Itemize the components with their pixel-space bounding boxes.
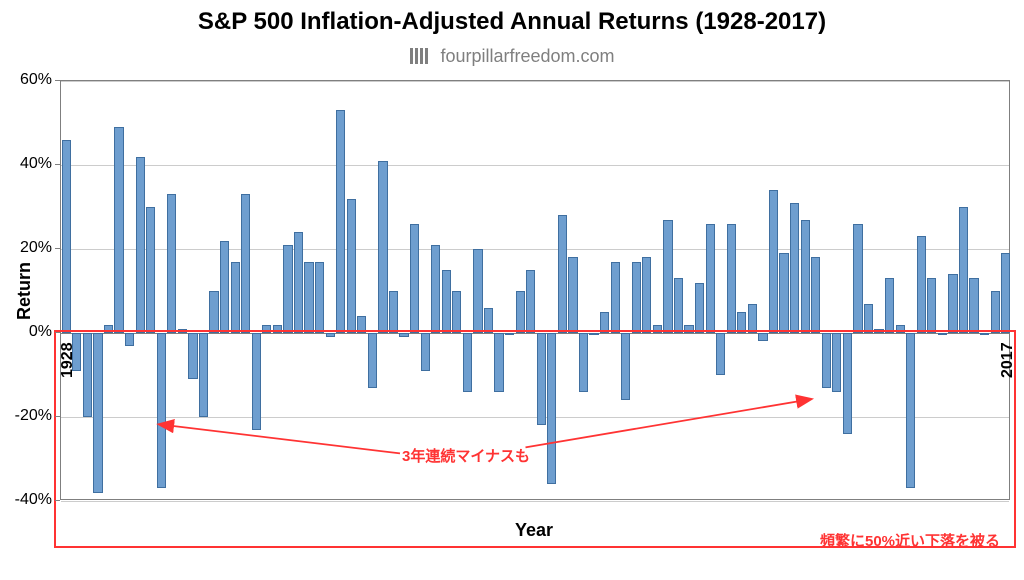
bar [336,110,345,333]
bar [642,257,651,333]
bar [442,270,451,333]
bar [389,291,398,333]
bar [410,224,419,333]
bar [790,203,799,333]
ytick-mark [55,500,60,501]
ytick-label: 60% [0,71,52,89]
ytick-mark [55,416,60,417]
bar [706,224,715,333]
gridline [61,81,1009,82]
bar [769,190,778,333]
bar [801,220,810,333]
chart-container: S&P 500 Inflation-Adjusted Annual Return… [0,0,1024,580]
bar [695,283,704,333]
bar [283,245,292,333]
bar [516,291,525,333]
bar [62,140,71,333]
bar [241,194,250,333]
bar [315,262,324,333]
bar [927,278,936,333]
chart-subtitle: fourpillarfreedom.com [0,46,1024,69]
y-axis-title: Return [14,262,35,320]
ytick-mark [55,80,60,81]
bar [663,220,672,333]
bar [632,262,641,333]
bar [811,257,820,333]
bar [378,161,387,333]
bar [347,199,356,333]
bar [294,232,303,333]
ytick-label: 0% [0,323,52,341]
bar [991,291,1000,333]
ytick-mark [55,248,60,249]
ytick-label: -20% [0,407,52,425]
gridline [61,249,1009,250]
ytick-label: -40% [0,491,52,509]
bar [431,245,440,333]
bar [674,278,683,333]
x-start-label: 1928 [59,342,77,378]
bar [231,262,240,333]
bar [136,157,145,333]
annotation-box [54,330,1016,548]
bar [304,262,313,333]
bar [853,224,862,333]
bar [917,236,926,333]
bar [1001,253,1010,333]
gridline [61,165,1009,166]
bar [611,262,620,333]
bar [452,291,461,333]
ytick-mark [55,164,60,165]
subtitle-text: fourpillarfreedom.com [440,46,614,66]
bar [568,257,577,333]
bar [209,291,218,333]
annotation-text-2: 頻繁に50%近い下落を被る [820,530,1000,551]
bar [114,127,123,333]
ytick-mark [55,332,60,333]
bar [948,274,957,333]
bar [779,253,788,333]
ytick-label: 20% [0,239,52,257]
bar [146,207,155,333]
bars-icon [409,48,429,69]
bar [959,207,968,333]
bar [748,304,757,333]
bar [473,249,482,333]
chart-title: S&P 500 Inflation-Adjusted Annual Return… [0,8,1024,36]
x-end-label: 2017 [999,342,1017,378]
ytick-label: 40% [0,155,52,173]
bar [727,224,736,333]
bar [864,304,873,333]
bar [220,241,229,333]
bar [558,215,567,333]
annotation-text-1: 3年連続マイナスも [402,445,530,466]
bar [969,278,978,333]
bar [885,278,894,333]
bar [526,270,535,333]
bar [167,194,176,333]
